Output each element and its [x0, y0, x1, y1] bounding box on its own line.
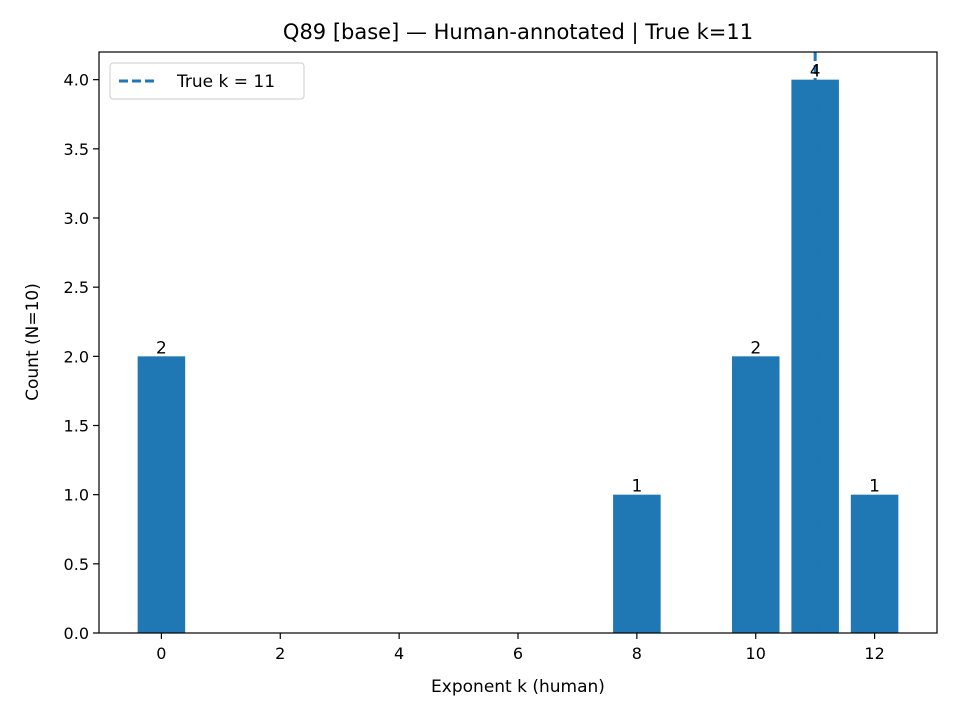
bar-value-label: 2 — [750, 338, 761, 358]
bar-k-8 — [613, 494, 661, 633]
x-tick-label: 6 — [513, 644, 523, 663]
x-tick-label: 8 — [632, 644, 642, 663]
x-tick-label: 12 — [864, 644, 884, 663]
y-tick-label: 4.0 — [64, 71, 89, 90]
chart-title: Q89 [base] — Human-annotated | True k=11 — [283, 20, 753, 45]
y-tick-label: 2.0 — [64, 347, 89, 366]
bar-k-0 — [137, 356, 186, 633]
x-axis: 0 2 4 6 8 10 12 — [156, 633, 885, 663]
legend: True k = 11 — [109, 62, 305, 100]
bar-value-label: 4 — [810, 62, 821, 82]
bar-k-10 — [731, 356, 780, 633]
y-axis: 0.0 0.5 1.0 1.5 2.0 2.5 3.0 3.5 4.0 — [64, 71, 99, 643]
x-axis-label: Exponent k (human) — [431, 677, 605, 697]
y-tick-label: 3.5 — [64, 140, 89, 159]
y-axis-label: Count (N=10) — [23, 283, 43, 401]
y-tick-label: 1.0 — [64, 486, 89, 505]
y-tick-label: 3.0 — [64, 209, 89, 228]
bar-value-label: 1 — [631, 477, 642, 497]
bar-value-label: 1 — [869, 477, 880, 497]
y-tick-label: 1.5 — [64, 417, 89, 436]
bar-value-label: 2 — [156, 338, 167, 358]
legend-box — [109, 62, 305, 100]
x-tick-label: 10 — [746, 644, 766, 663]
y-tick-label: 2.5 — [64, 278, 89, 297]
plot-area: 2 1 2 4 1 — [137, 52, 899, 633]
x-tick-label: 4 — [394, 644, 404, 663]
bar-k-12 — [850, 494, 899, 633]
legend-entry-label: True k = 11 — [176, 72, 275, 92]
x-tick-label: 0 — [156, 644, 166, 663]
y-tick-label: 0.5 — [64, 555, 89, 574]
y-tick-label: 0.0 — [64, 624, 89, 643]
x-tick-label: 2 — [275, 644, 285, 663]
